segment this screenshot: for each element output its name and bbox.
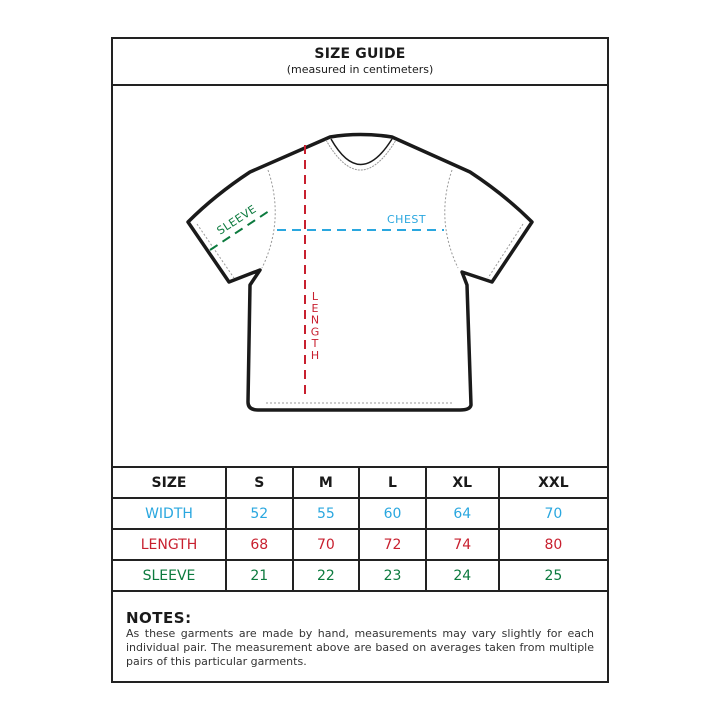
header-cell: SIZE: [111, 466, 227, 499]
table-row-sleeve: SLEEVE 21 22 23 24 25: [111, 559, 610, 592]
header-cell: S: [225, 466, 294, 499]
table-cell: 72: [358, 528, 427, 561]
table-cell: 74: [424, 528, 500, 561]
table-row-width: WIDTH 52 55 60 64 70: [111, 497, 610, 530]
t-shirt-icon: [186, 132, 534, 412]
table-cell: 22: [291, 559, 361, 592]
header-cell: XXL: [497, 466, 610, 499]
table-cell: 23: [358, 559, 427, 592]
table-header-row: SIZE S M L XL XXL: [111, 466, 610, 499]
table-cell: 64: [424, 497, 500, 530]
row-label: SLEEVE: [111, 559, 227, 592]
header-cell: XL: [424, 466, 500, 499]
notes-text: As these garments are made by hand, meas…: [126, 627, 594, 668]
notes-title: NOTES:: [126, 609, 192, 627]
table-cell: 24: [424, 559, 500, 592]
row-label: LENGTH: [111, 528, 227, 561]
page-subtitle: (measured in centimeters): [286, 63, 434, 76]
table-cell: 52: [225, 497, 294, 530]
size-guide-header: SIZE GUIDE (measured in centimeters): [113, 39, 607, 86]
size-table: SIZE S M L XL XXL WIDTH 52 55 60 64 70 L…: [111, 466, 610, 592]
table-cell: 68: [225, 528, 294, 561]
table-cell: 60: [358, 497, 427, 530]
sleeve-measure-line: [209, 208, 273, 251]
table-row-length: LENGTH 68 70 72 74 80: [111, 528, 610, 561]
page-title: SIZE GUIDE: [314, 46, 406, 62]
table-cell: 55: [291, 497, 361, 530]
table-cell: 70: [497, 497, 610, 530]
chest-label: CHEST: [387, 213, 426, 226]
table-cell: 21: [225, 559, 294, 592]
header-cell: L: [358, 466, 427, 499]
table-cell: 70: [291, 528, 361, 561]
row-label: WIDTH: [111, 497, 227, 530]
notes-section: NOTES: As these garments are made by han…: [113, 599, 607, 683]
table-cell: 80: [497, 528, 610, 561]
table-cell: 25: [497, 559, 610, 592]
header-cell: M: [291, 466, 361, 499]
size-guide-card: SIZE GUIDE (measured in centimeters) SLE…: [111, 37, 610, 683]
